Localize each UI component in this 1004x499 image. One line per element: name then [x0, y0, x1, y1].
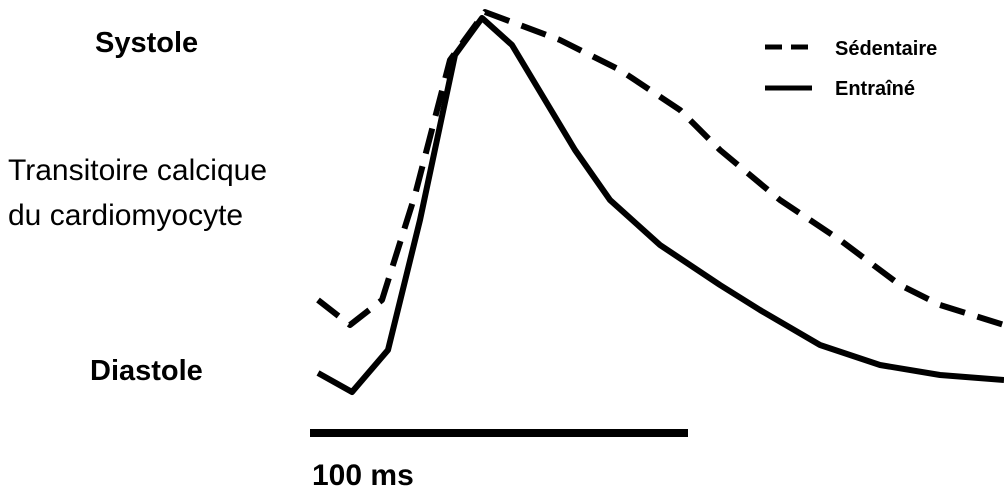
- y-label-line: du cardiomyocyte: [8, 199, 243, 232]
- diastole-label: Diastole: [90, 355, 203, 387]
- legend-label: Entraîné: [835, 78, 915, 100]
- legend-label: Sédentaire: [835, 38, 937, 60]
- scale-bar-label: 100 ms: [312, 459, 414, 492]
- systole-label: Systole: [95, 27, 198, 59]
- y-label-line: Transitoire calcique: [8, 154, 267, 187]
- sedentary-curve: [316, 9, 1004, 328]
- trained-curve: [316, 15, 1004, 395]
